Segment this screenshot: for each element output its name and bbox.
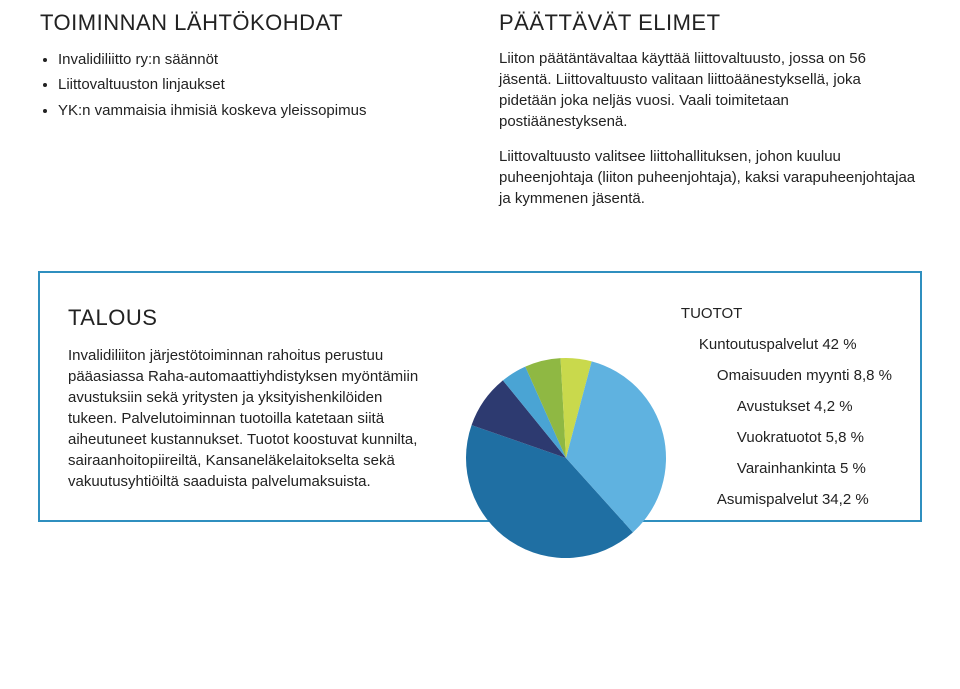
heading-talous: TALOUS [68, 305, 431, 331]
page: TOIMINNAN LÄHTÖKOHDAT Invalidiliitto ry:… [0, 0, 960, 689]
pie-labels: TUOTOT Kuntoutuspalvelut 42 % Omaisuuden… [681, 305, 892, 522]
bullet-item: Liittovaltuuston linjaukset [58, 73, 461, 96]
para-paattavat-1: Liiton päätäntävaltaa käyttää liittovalt… [499, 48, 920, 132]
bullet-item: Invalidiliitto ry:n säännöt [58, 48, 461, 71]
bullet-item: YK:n vammaisia ihmisiä koskeva yleissopi… [58, 99, 461, 122]
para-paattavat-2: Liittovaltuusto valitsee liittohallituks… [499, 146, 920, 209]
tuotot-head: TUOTOT [681, 305, 892, 322]
col-paattavat: PÄÄTTÄVÄT ELIMET Liiton päätäntävaltaa k… [485, 10, 920, 223]
heading-paattavat: PÄÄTTÄVÄT ELIMET [499, 10, 920, 36]
pie-label: Avustukset 4,2 % [681, 398, 892, 415]
col-toiminnan: TOIMINNAN LÄHTÖKOHDAT Invalidiliitto ry:… [40, 10, 485, 223]
pie-svg [461, 353, 671, 563]
economy-box: TALOUS Invalidiliiton järjestötoiminnan … [38, 271, 922, 522]
pie-label: Omaisuuden myynti 8,8 % [681, 367, 892, 384]
economy-left: TALOUS Invalidiliiton järjestötoiminnan … [68, 305, 451, 492]
economy-paragraph: Invalidiliiton järjestötoiminnan rahoitu… [68, 345, 431, 492]
top-columns: TOIMINNAN LÄHTÖKOHDAT Invalidiliitto ry:… [0, 0, 960, 223]
economy-right: TUOTOT Kuntoutuspalvelut 42 % Omaisuuden… [451, 305, 892, 492]
pie-label: Asumispalvelut 34,2 % [681, 491, 892, 508]
pie-label: Varainhankinta 5 % [681, 460, 892, 477]
pie-chart [461, 353, 671, 563]
pie-label: Vuokratuotot 5,8 % [681, 429, 892, 446]
heading-toiminnan: TOIMINNAN LÄHTÖKOHDAT [40, 10, 461, 36]
bullet-list: Invalidiliitto ry:n säännöt Liittovaltuu… [40, 48, 461, 122]
pie-label: Kuntoutuspalvelut 42 % [681, 336, 892, 353]
